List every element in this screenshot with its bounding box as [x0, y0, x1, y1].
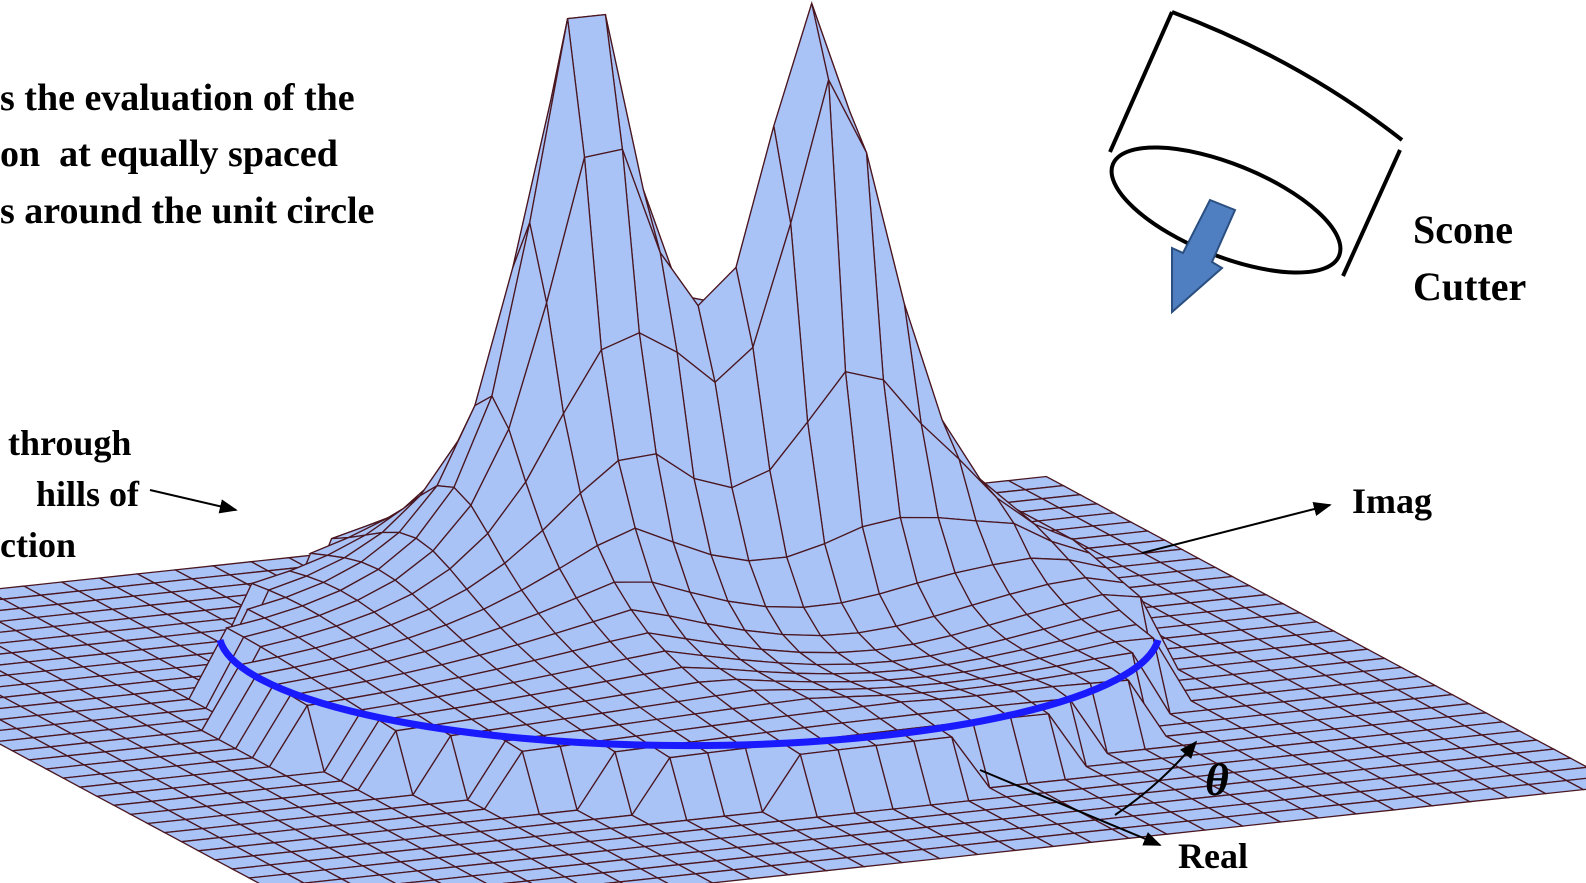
imag-label: Imag [1352, 481, 1432, 521]
left-label-line: through [8, 423, 131, 463]
scone-cutter-icon [1096, 12, 1402, 312]
angle-label: θ [1205, 754, 1229, 805]
cutter-label-line: Cutter [1413, 264, 1526, 309]
slide: s the evaluation of the on at equally sp… [0, 0, 1586, 883]
cutter-label-line: Scone [1413, 207, 1513, 252]
description-line: s the evaluation of the [0, 77, 355, 119]
left-arrow [150, 490, 236, 510]
description-line: s around the unit circle [0, 190, 374, 232]
imag-axis-arrow [1142, 505, 1330, 553]
real-label: Real [1178, 836, 1248, 876]
left-label-line: ction [0, 525, 76, 565]
description-line: on at equally spaced [0, 133, 338, 175]
left-label-line: hills of [36, 474, 140, 514]
